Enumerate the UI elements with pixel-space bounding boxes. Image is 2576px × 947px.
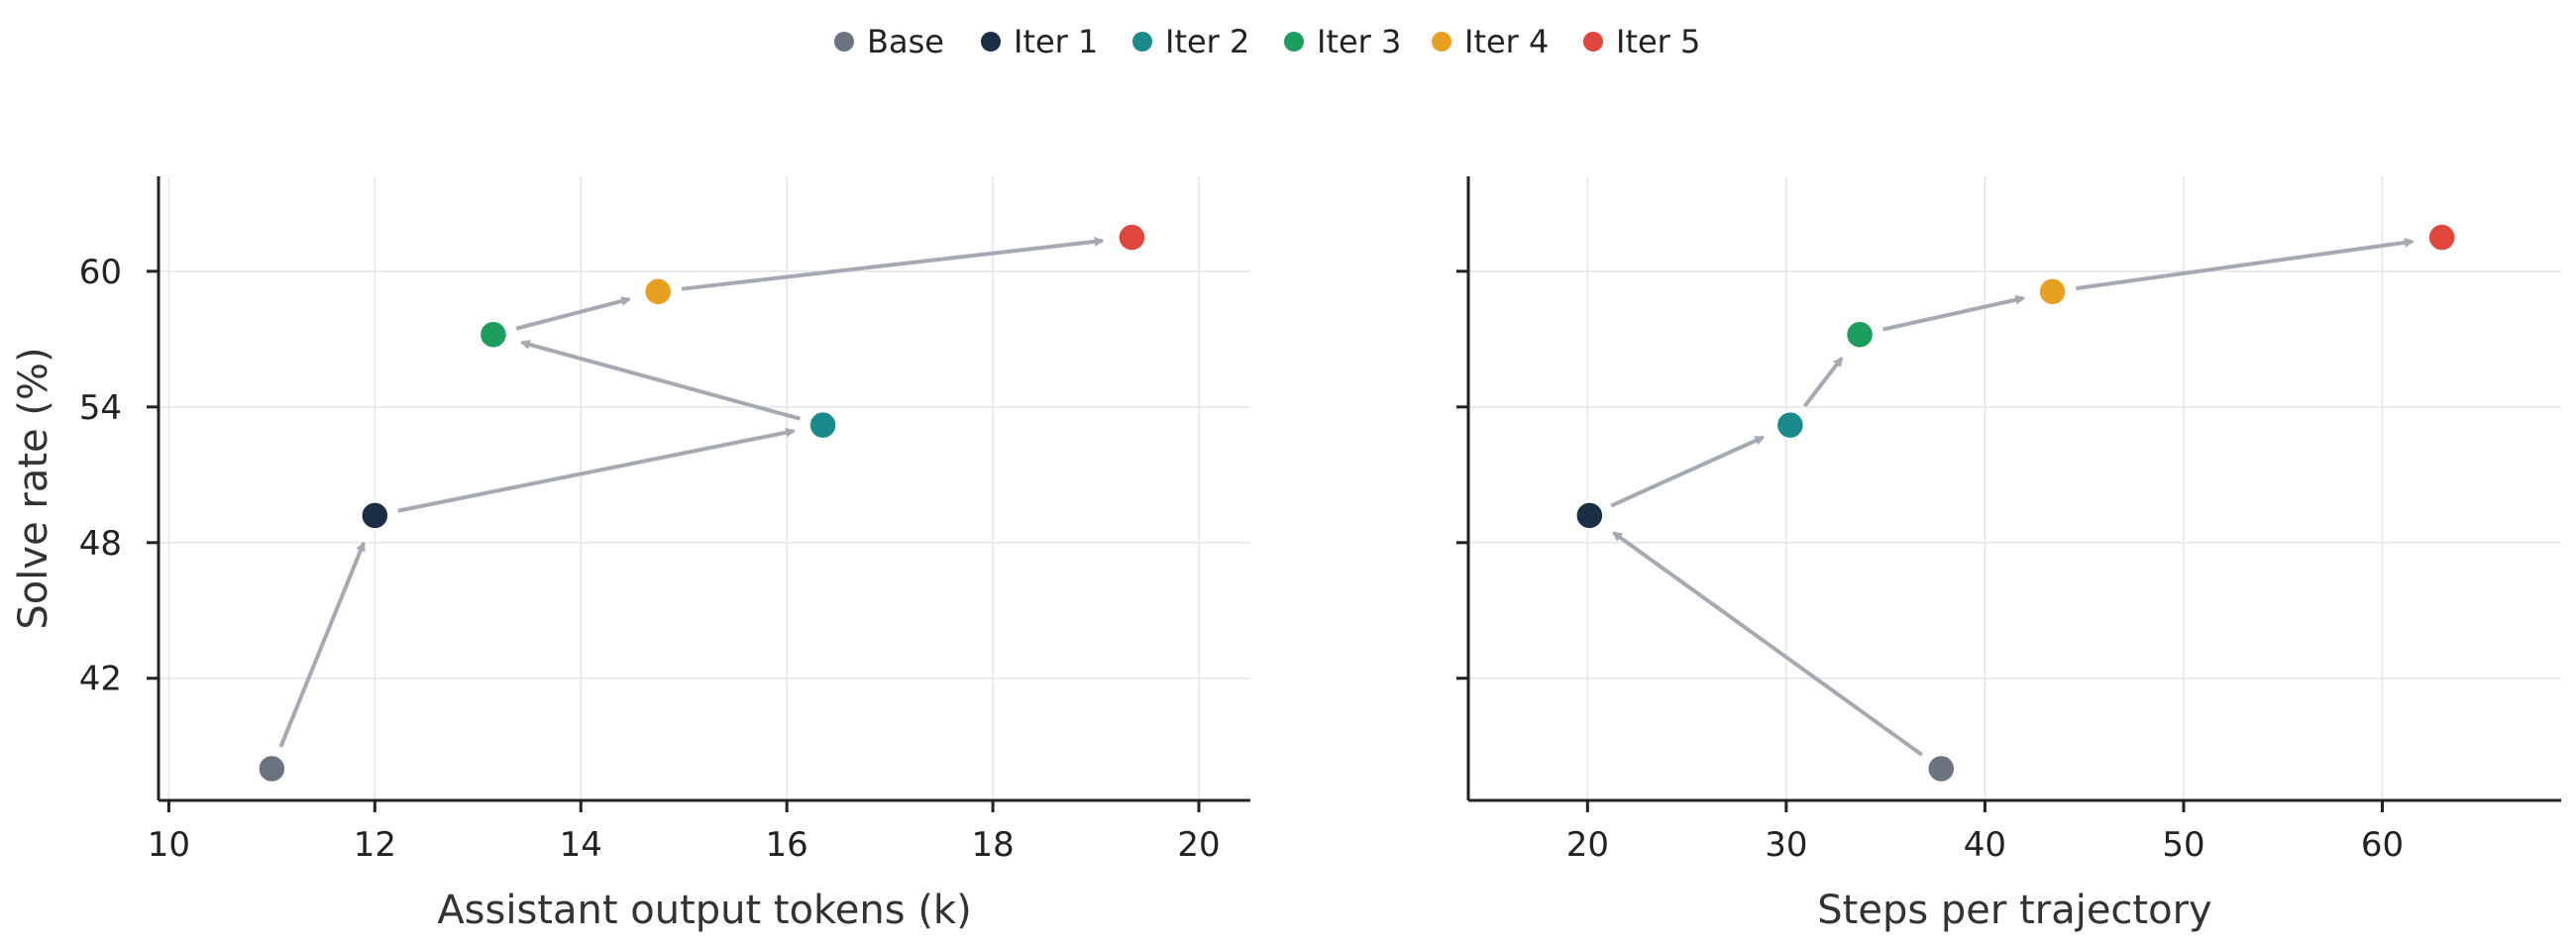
transition-arrow — [1610, 435, 1766, 508]
data-point-base — [1926, 753, 1957, 785]
legend-label: Iter 3 — [1317, 23, 1401, 60]
y-tick-label: 54 — [79, 388, 122, 428]
legend-marker — [1432, 32, 1451, 52]
legend-label: Iter 5 — [1616, 23, 1700, 60]
transition-arrow — [397, 427, 797, 513]
transition-arrow — [1882, 294, 2026, 332]
transition-arrow — [278, 541, 366, 748]
data-point-iter-5 — [2426, 222, 2457, 253]
x-axis-label: Steps per trajectory — [1817, 888, 2211, 933]
data-point-iter-3 — [478, 319, 509, 351]
x-tick-label: 18 — [971, 825, 1014, 865]
transition-arrow — [681, 236, 1105, 291]
x-tick-label: 20 — [1177, 825, 1220, 865]
x-tick-label: 12 — [354, 825, 396, 865]
legend-marker — [981, 32, 1001, 52]
legend-item: Base — [834, 23, 944, 60]
legend-marker — [1284, 32, 1304, 52]
transition-arrow — [2076, 237, 2415, 291]
x-tick-label: 16 — [766, 825, 808, 865]
x-axis-label: Assistant output tokens (k) — [437, 888, 971, 933]
x-tick-label: 20 — [1566, 825, 1609, 865]
transition-arrow — [515, 296, 632, 331]
legend-marker — [834, 32, 854, 52]
transition-arrow — [1802, 356, 1844, 408]
transition-arrow — [519, 340, 801, 421]
data-point-iter-4 — [2037, 276, 2068, 307]
data-point-iter-2 — [807, 409, 838, 441]
data-point-iter-2 — [1774, 409, 1806, 441]
legend-item: Iter 2 — [1132, 23, 1249, 60]
legend-label: Iter 1 — [1014, 23, 1098, 60]
legend-label: Iter 4 — [1464, 23, 1549, 60]
x-tick-label: 10 — [148, 825, 190, 865]
y-tick-label: 42 — [79, 660, 122, 699]
data-point-base — [257, 753, 287, 785]
x-tick-label: 40 — [1964, 825, 2006, 865]
data-point-iter-3 — [1844, 319, 1876, 351]
x-tick-label: 14 — [560, 825, 602, 865]
legend-item: Iter 1 — [981, 23, 1098, 60]
data-point-iter-5 — [1117, 222, 1147, 253]
x-tick-label: 60 — [2361, 825, 2404, 865]
legend-label: Iter 2 — [1165, 23, 1249, 60]
legend: Base Iter 1 Iter 2 Iter 3 Iter 4 Iter 5 — [834, 23, 1700, 60]
data-point-iter-1 — [360, 500, 390, 531]
transition-arrow — [1612, 531, 1923, 757]
legend-item: Iter 3 — [1284, 23, 1401, 60]
panel-output-tokens: 10 12 14 16 18 20 42 48 54 60 Assistant output tok… — [11, 176, 1250, 933]
y-tick-label: 60 — [79, 253, 122, 292]
y-tick-label: 48 — [79, 524, 122, 564]
legend-label: Base — [867, 23, 944, 60]
legend-marker — [1132, 32, 1152, 52]
data-point-iter-1 — [1574, 500, 1605, 531]
panel-steps: 20 30 40 50 60 Steps per trajectory — [1456, 176, 2561, 933]
legend-item: Iter 5 — [1583, 23, 1700, 60]
legend-marker — [1583, 32, 1603, 52]
legend-item: Iter 4 — [1432, 23, 1549, 60]
y-axis-label: Solve rate (%) — [11, 347, 56, 629]
x-tick-label: 30 — [1765, 825, 1807, 865]
data-point-iter-4 — [642, 276, 674, 307]
x-tick-label: 50 — [2162, 825, 2204, 865]
